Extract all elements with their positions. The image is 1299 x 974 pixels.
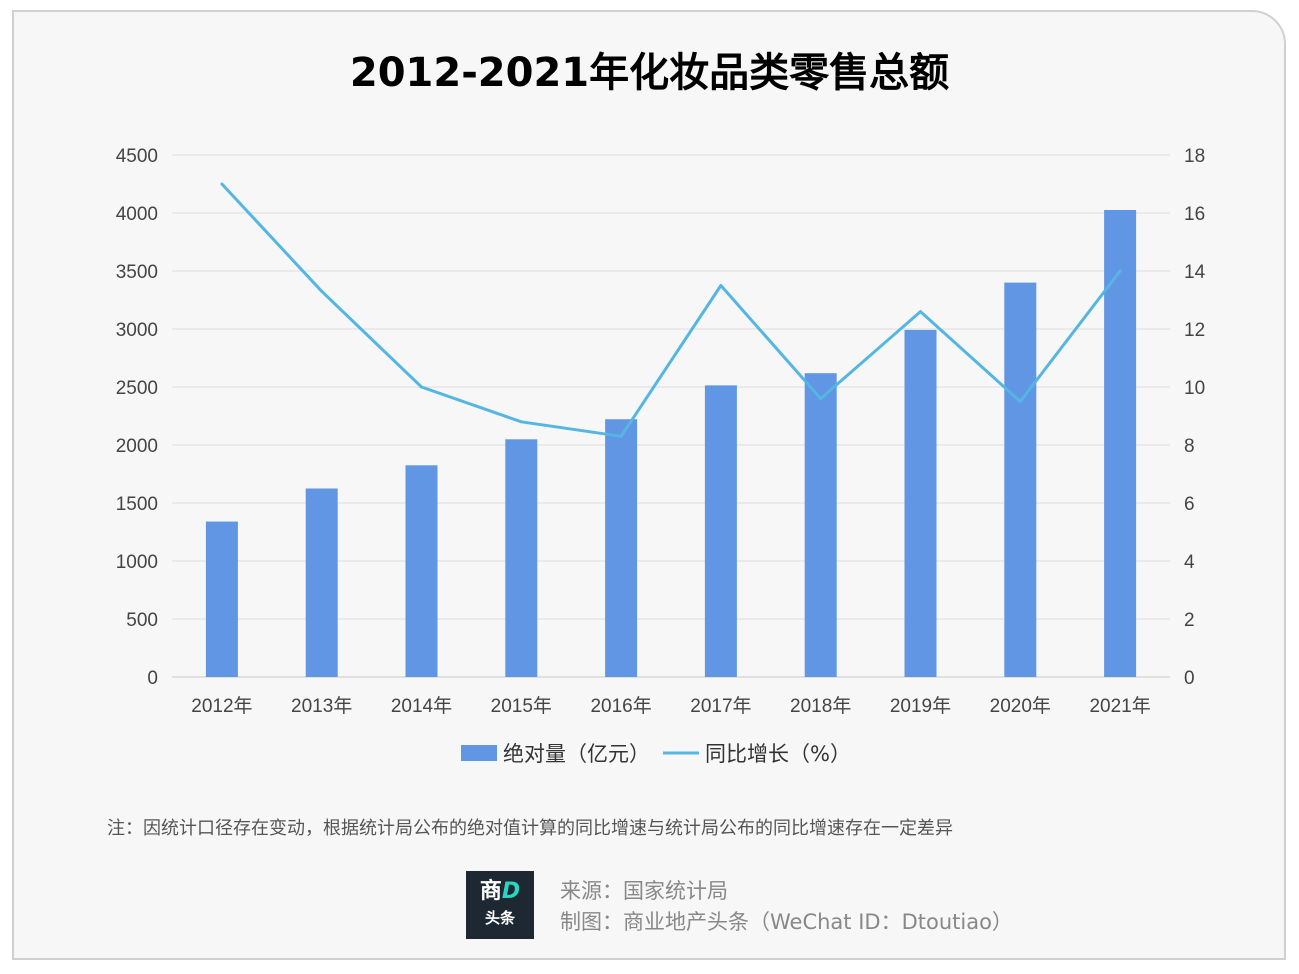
y-right-tick-label: 18	[1184, 146, 1205, 167]
line-point	[619, 434, 623, 438]
chart-svg: 0 500 1000 1500 2000 2500 3000 3500 4000 4500 0 2 4 6…	[116, 146, 1206, 766]
y-left-tick-label: 1500	[116, 494, 158, 515]
y-right-tick-label: 0	[1184, 668, 1195, 689]
y-left-tick-label: 3500	[116, 262, 158, 283]
legend-swatch-bars	[461, 745, 497, 761]
line-point	[519, 420, 523, 424]
x-tick-label: 2019年	[890, 695, 951, 717]
y-left-tick-label: 3000	[116, 320, 158, 341]
bar	[1004, 282, 1037, 677]
line-point	[719, 284, 723, 287]
x-tick-label: 2016年	[590, 695, 651, 717]
y-right-tick-label: 14	[1184, 262, 1206, 283]
legend-label-bars: 绝对量（亿元）	[503, 742, 650, 766]
bar	[205, 521, 238, 677]
line-point	[320, 289, 324, 293]
logo-text-bottom: 头条	[484, 909, 515, 927]
y-right-tick-label: 12	[1184, 320, 1205, 341]
y-left-tick-label: 2500	[116, 378, 158, 399]
credit-text: 制图：商业地产头条（WeChat ID：Dtoutiao）	[560, 910, 1013, 934]
y-right-tick-label: 2	[1184, 610, 1195, 631]
x-tick-label: 2017年	[690, 695, 751, 717]
y-left-tick-label: 4500	[116, 146, 158, 167]
bar	[605, 419, 638, 677]
footnote: 注：因统计口径存在变动，根据统计局公布的绝对值计算的同比增速与统计局公布的同比增…	[107, 818, 953, 839]
line-point	[1118, 269, 1122, 273]
bar	[305, 488, 338, 677]
logo-text-accent: D	[501, 879, 521, 904]
y-left-tick-label: 500	[126, 610, 158, 631]
bar	[505, 439, 538, 677]
x-tick-label: 2018年	[790, 695, 851, 717]
x-tick-label: 2013年	[291, 695, 352, 717]
line-point	[1018, 400, 1022, 403]
y-right-tick-label: 6	[1184, 494, 1195, 515]
y-right-tick-label: 8	[1184, 436, 1195, 457]
y-right-tick-label: 4	[1184, 552, 1195, 573]
line-point	[420, 385, 423, 389]
y-left-tick-label: 0	[147, 668, 158, 689]
line-point	[220, 182, 224, 186]
line-series	[220, 182, 1122, 438]
bar	[704, 385, 737, 677]
source-text: 来源：国家统计局	[560, 879, 728, 903]
logo-text-top: 商	[479, 879, 502, 904]
y-right-tick-label: 16	[1184, 204, 1205, 225]
y-left-tick-label: 4000	[116, 204, 158, 225]
legend-label-line: 同比增长（%）	[705, 742, 851, 766]
brand-logo: 商D 头条	[466, 871, 534, 939]
bar	[1104, 209, 1137, 677]
chart-card	[12, 10, 1286, 960]
x-tick-label: 2015年	[491, 695, 552, 717]
y-left-tick-label: 1000	[116, 552, 158, 573]
y-left-tick-label: 2000	[116, 436, 158, 457]
bar	[405, 465, 438, 677]
y-right-tick-label: 10	[1184, 378, 1205, 399]
x-tick-label: 2021年	[1089, 695, 1150, 717]
bar	[904, 329, 937, 677]
x-tick-label: 2014年	[391, 695, 452, 717]
x-tick-label: 2012年	[191, 695, 252, 717]
x-tick-label: 2020年	[990, 695, 1051, 717]
line-point	[819, 397, 823, 401]
bar	[804, 373, 837, 677]
chart-title: 2012-2021年化妆品类零售总额	[349, 50, 950, 96]
line-point	[919, 310, 922, 314]
